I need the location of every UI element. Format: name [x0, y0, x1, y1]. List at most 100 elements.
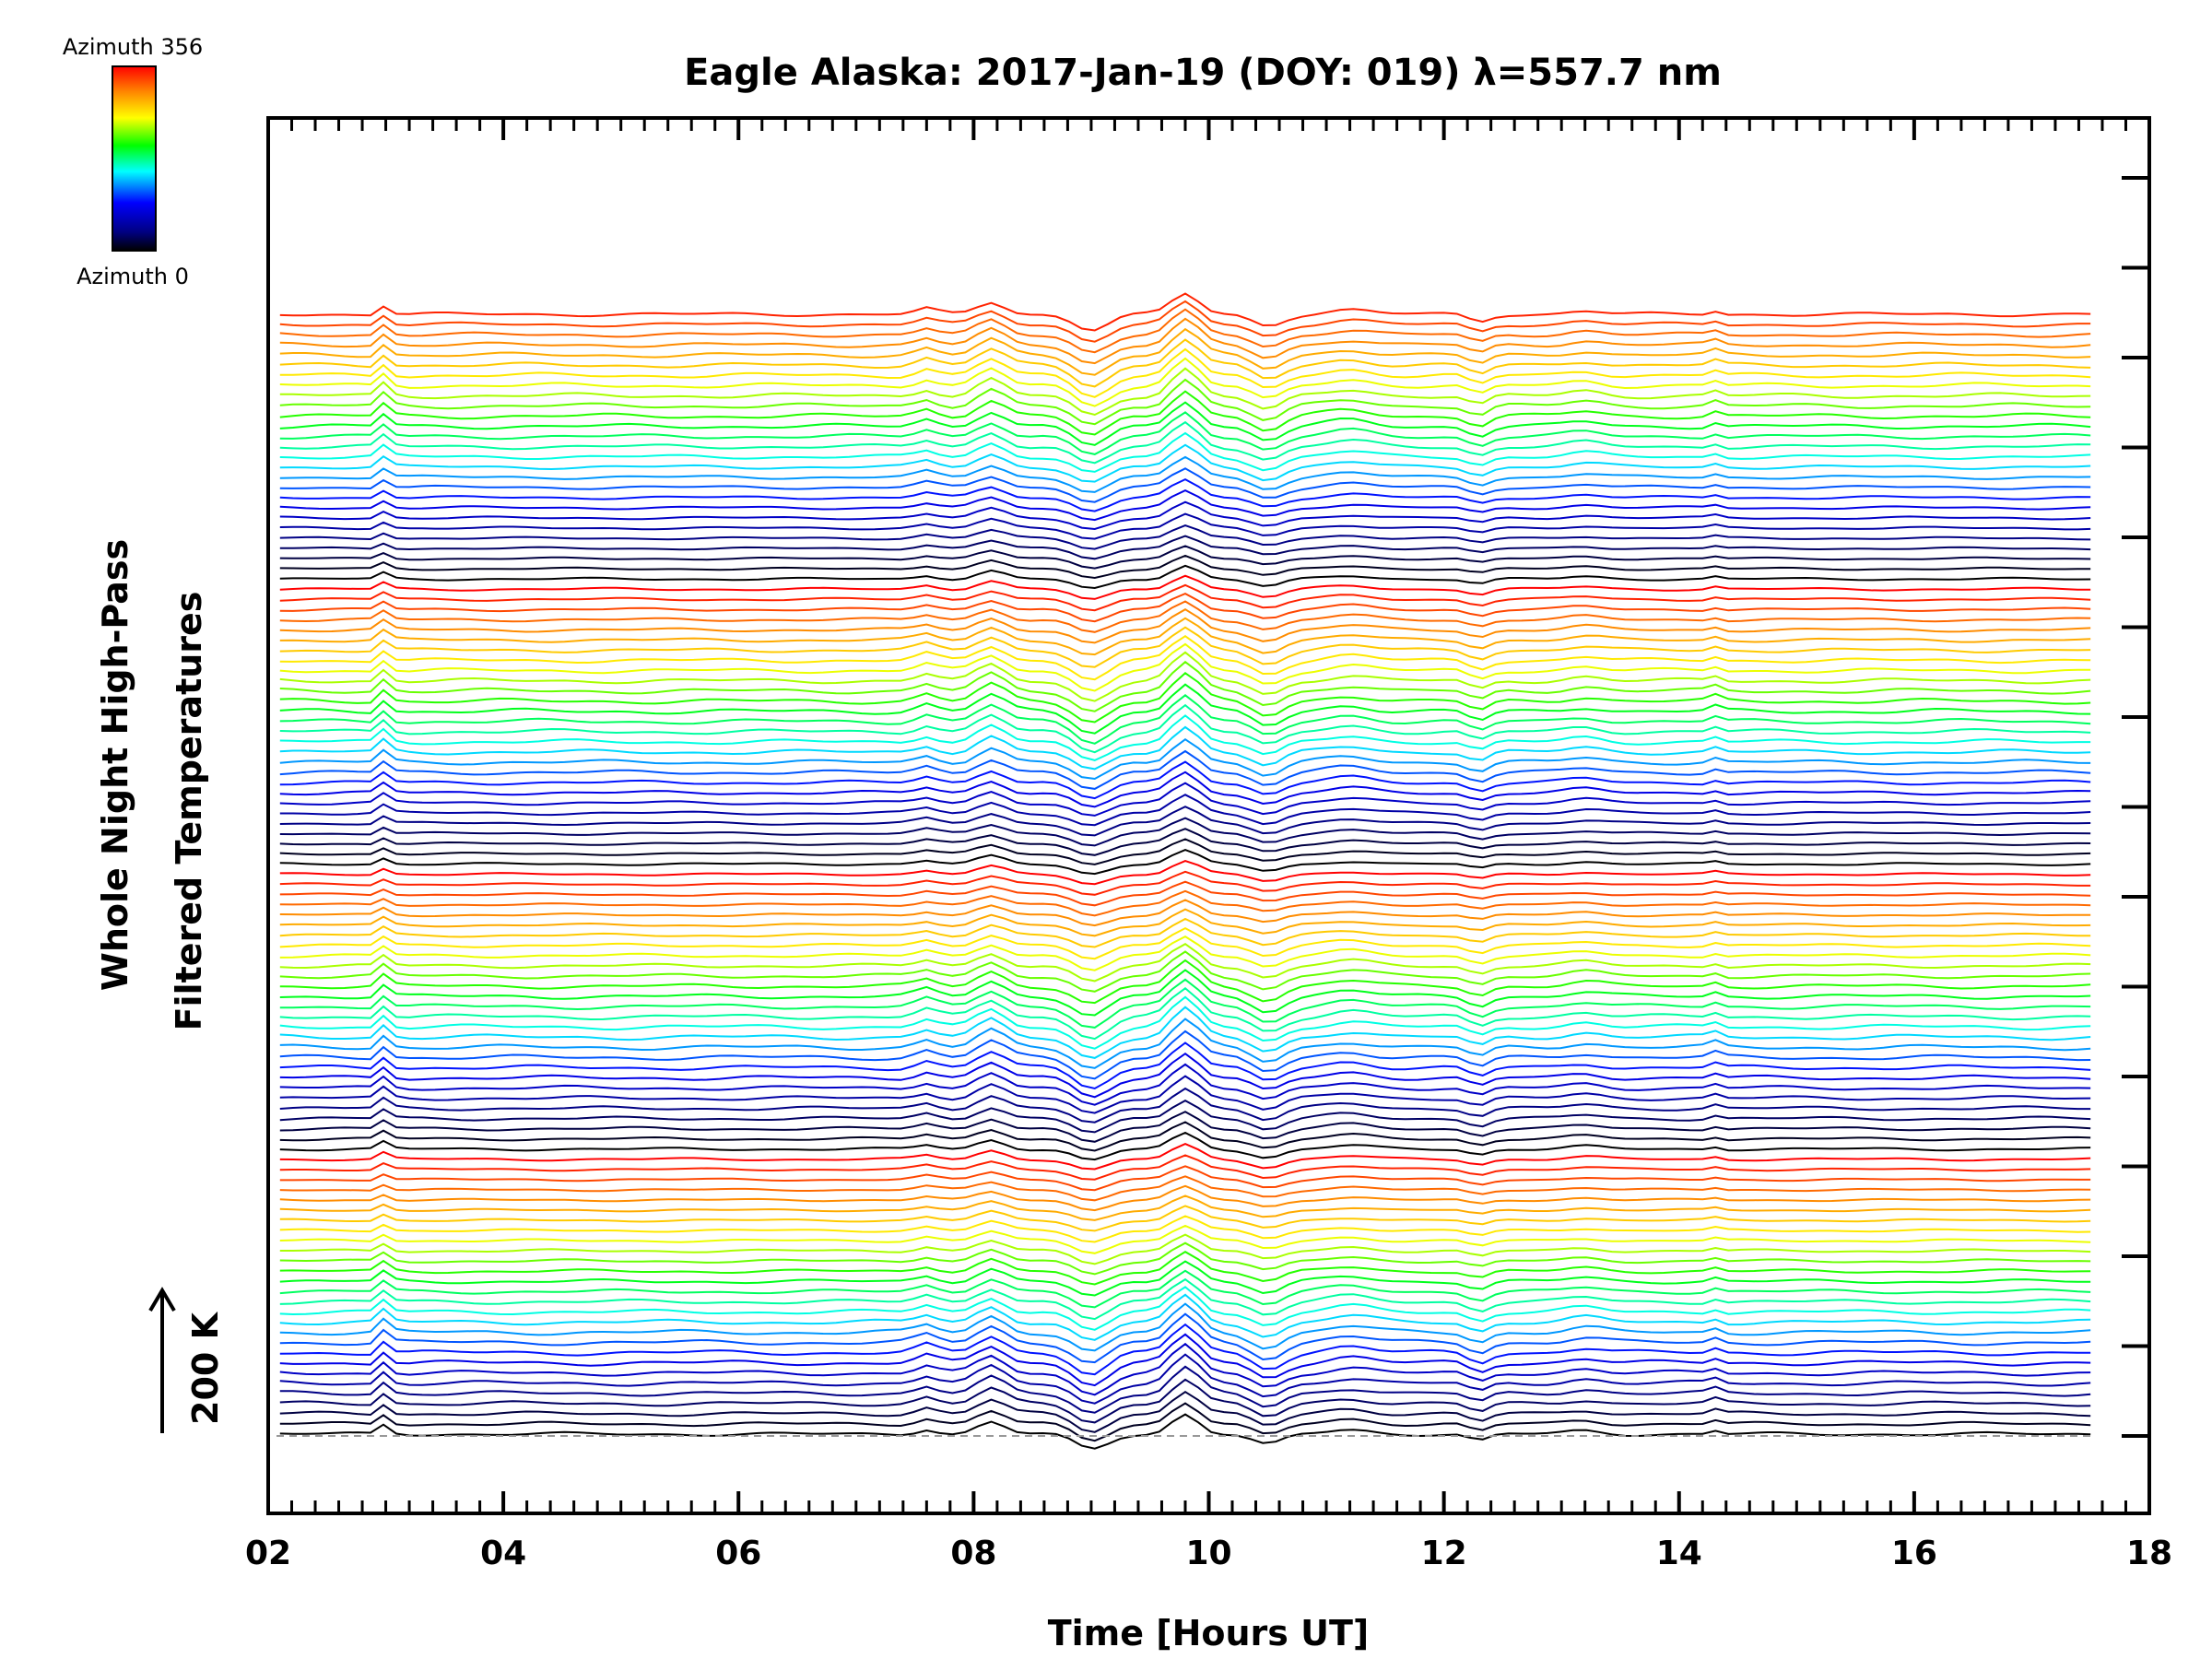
series-line — [279, 583, 2091, 612]
scale-arrow-head — [148, 1287, 176, 1312]
series-line — [279, 1241, 2091, 1276]
series-line — [279, 554, 2091, 580]
series-line — [279, 1154, 2091, 1181]
series-line — [279, 1402, 2091, 1442]
series-line — [279, 1099, 2091, 1134]
x-tick-label: 08 — [950, 1535, 996, 1572]
series-line — [279, 1175, 2091, 1202]
series-line — [279, 694, 2091, 745]
series-line — [279, 1312, 2091, 1364]
series-line — [279, 378, 2091, 426]
series-line — [279, 1333, 2091, 1387]
series-line — [279, 926, 2091, 960]
series-line — [279, 969, 2091, 1017]
series-line — [279, 357, 2091, 407]
colorbar-top-label: Azimuth 356 — [63, 34, 203, 60]
series-line — [279, 870, 2091, 896]
series-line — [279, 1205, 2091, 1232]
series-line — [279, 512, 2091, 540]
series-line — [279, 660, 2091, 712]
series-line — [279, 1030, 2091, 1080]
series-line — [279, 1121, 2091, 1152]
series-line — [279, 849, 2091, 876]
series-line — [279, 794, 2091, 827]
colorbar: Azimuth 356 Azimuth 0 — [63, 34, 203, 289]
x-tick-label: 06 — [715, 1535, 761, 1572]
series-line — [279, 1143, 2091, 1171]
x-tick-label: 04 — [480, 1535, 526, 1572]
x-axis-label: Time [Hours UT] — [1048, 1613, 1370, 1653]
series-line — [279, 634, 2091, 681]
series-line — [279, 1075, 2091, 1114]
series-line — [279, 1052, 2091, 1099]
series-line — [279, 431, 2091, 473]
series-line — [279, 1165, 2091, 1192]
series-line — [279, 401, 2091, 446]
series-line — [279, 1378, 2091, 1424]
series-line — [279, 959, 2091, 1005]
series-line — [279, 1063, 2091, 1106]
scale-label: 200 K — [185, 1311, 226, 1425]
series-line — [279, 443, 2091, 483]
series-line — [279, 1018, 2091, 1069]
series-line — [279, 1194, 2091, 1221]
series-line — [279, 703, 2091, 754]
series-line — [279, 1269, 2091, 1309]
series-line — [279, 782, 2091, 817]
series-line — [279, 545, 2091, 570]
series-line — [279, 1260, 2091, 1297]
x-tick-label: 14 — [1656, 1535, 1702, 1572]
series-line — [279, 943, 2091, 982]
series-line — [279, 1224, 2091, 1254]
x-tick-label: 16 — [1891, 1535, 1937, 1572]
series-line — [279, 1391, 2091, 1433]
series-line — [279, 592, 2091, 623]
series-line — [279, 760, 2091, 800]
series-line — [279, 1302, 2091, 1352]
series-line — [279, 338, 2091, 388]
y-axis-label-line1: Whole Night High-Pass — [95, 539, 135, 991]
series-line — [279, 477, 2091, 512]
series-line — [279, 725, 2091, 771]
series-line — [279, 771, 2091, 808]
series-line — [279, 672, 2091, 724]
series-line — [279, 995, 2091, 1050]
series-line — [279, 817, 2091, 847]
series-line — [279, 737, 2091, 781]
series-line — [279, 292, 2091, 332]
series-line — [279, 1323, 2091, 1376]
series-line — [279, 889, 2091, 917]
series-line — [279, 608, 2091, 644]
series-line — [279, 564, 2091, 590]
series-line — [279, 308, 2091, 354]
x-tick-label: 02 — [245, 1535, 291, 1572]
series-line — [279, 467, 2091, 503]
series-line — [279, 987, 2091, 1041]
series-line — [279, 535, 2091, 560]
series-line — [279, 1111, 2091, 1143]
series-line — [279, 880, 2091, 907]
series-line — [279, 1342, 2091, 1396]
series-line — [279, 327, 2091, 376]
series-line — [279, 1087, 2091, 1124]
series-line — [279, 683, 2091, 735]
series-line — [279, 1233, 2091, 1265]
x-tick-label: 12 — [1421, 1535, 1467, 1572]
x-tick-label: 10 — [1185, 1535, 1231, 1572]
series-line — [279, 950, 2091, 993]
series-line — [279, 1277, 2091, 1321]
series-line — [279, 574, 2091, 600]
series-line — [279, 749, 2091, 790]
plot-lines — [279, 292, 2091, 1450]
series-line — [279, 626, 2091, 668]
series-line — [279, 390, 2091, 436]
series-line — [279, 1215, 2091, 1243]
x-tick-label: 18 — [2126, 1535, 2172, 1572]
series-line — [279, 1286, 2091, 1331]
series-line — [279, 1413, 2091, 1450]
series-line — [279, 651, 2091, 702]
chart-title: Eagle Alaska: 2017-Jan-19 (DOY: 019) λ=5… — [684, 52, 1722, 94]
series-line — [279, 899, 2091, 927]
series-line — [279, 1365, 2091, 1414]
